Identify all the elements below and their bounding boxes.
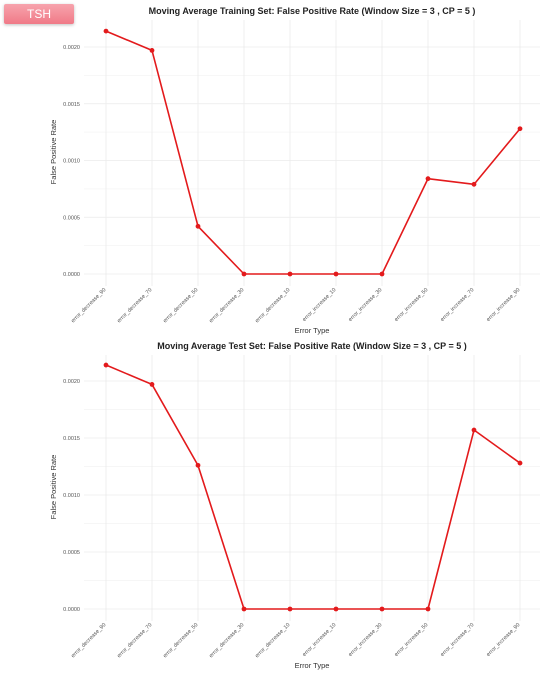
test-y-tick-label: 0.0005 <box>63 550 80 556</box>
training-data-point <box>471 181 477 187</box>
training-y-tick-label: 0.0020 <box>63 45 80 51</box>
test-data-point <box>333 606 339 612</box>
training-x-tick-label: error_increase_90 <box>486 287 522 323</box>
test-y-tick-label: 0.0020 <box>63 379 80 385</box>
training-y-tick-label: 0.0000 <box>63 272 80 278</box>
training-x-tick-label: error_decrease_90 <box>70 287 107 324</box>
training-data-point <box>241 271 247 277</box>
training-x-tick-label: error_decrease_50 <box>162 287 199 324</box>
test-data-point <box>149 382 155 387</box>
training-data-point <box>287 271 293 277</box>
training-x-axis-label: Error Type <box>295 326 330 335</box>
training-y-tick-label: 0.0005 <box>63 215 80 221</box>
test-set-chart: Moving Average Test Set: False Positive … <box>49 341 540 670</box>
test-data-point <box>103 362 109 368</box>
test-y-tick-label: 0.0015 <box>63 436 80 442</box>
test-data-point <box>195 462 201 468</box>
training-data-point <box>517 126 523 132</box>
training-data-point <box>149 48 155 53</box>
test-data-point <box>379 606 385 612</box>
training-x-tick-label: error_increase_50 <box>394 287 430 323</box>
training-x-tick-label: error_increase_70 <box>440 287 476 323</box>
training-y-axis-label: False Positive Rate <box>49 120 58 185</box>
test-data-point <box>425 606 431 612</box>
training-x-tick-label: error_decrease_70 <box>116 287 153 324</box>
training-y-tick-label: 0.0010 <box>63 159 80 165</box>
training-data-point <box>103 28 109 34</box>
test-x-tick-label: error_decrease_10 <box>254 622 291 659</box>
training-data-point <box>425 176 431 182</box>
training-x-tick-label: error_decrease_10 <box>254 287 291 324</box>
test-x-tick-label: error_decrease_50 <box>162 622 199 659</box>
training-y-tick-label: 0.0015 <box>63 102 80 108</box>
test-data-point <box>241 606 247 612</box>
test-y-tick-label: 0.0000 <box>63 607 80 613</box>
training-x-tick-label: error_increase_30 <box>348 287 384 323</box>
test-x-tick-label: error_increase_70 <box>440 622 476 658</box>
training-set-chart: Moving Average Training Set: False Posit… <box>49 6 540 335</box>
test-series-line <box>105 364 521 610</box>
test-x-axis-label: Error Type <box>295 661 330 670</box>
test-x-tick-label: error_decrease_70 <box>116 622 153 659</box>
test-y-tick-label: 0.0010 <box>63 493 80 499</box>
training-x-tick-label: error_increase_10 <box>302 287 338 323</box>
test-x-tick-label: error_increase_10 <box>302 622 338 658</box>
training-series-line <box>105 30 521 275</box>
test-x-tick-label: error_increase_50 <box>394 622 430 658</box>
tsh-badge: TSH <box>4 4 74 24</box>
test-data-point <box>287 606 293 612</box>
training-x-tick-label: error_decrease_30 <box>208 287 245 324</box>
test-x-tick-label: error_increase_30 <box>348 622 384 658</box>
training-chart-title: Moving Average Training Set: False Posit… <box>149 6 476 16</box>
test-x-tick-label: error_decrease_90 <box>70 622 107 659</box>
test-data-point <box>517 460 523 466</box>
test-chart-title: Moving Average Test Set: False Positive … <box>157 341 467 351</box>
test-x-tick-label: error_increase_90 <box>486 622 522 658</box>
test-x-tick-label: error_decrease_30 <box>208 622 245 659</box>
training-data-point <box>379 271 385 277</box>
test-data-point <box>471 427 477 433</box>
training-data-point <box>195 223 201 229</box>
test-y-axis-label: False Positive Rate <box>49 455 58 520</box>
training-data-point <box>333 271 339 277</box>
